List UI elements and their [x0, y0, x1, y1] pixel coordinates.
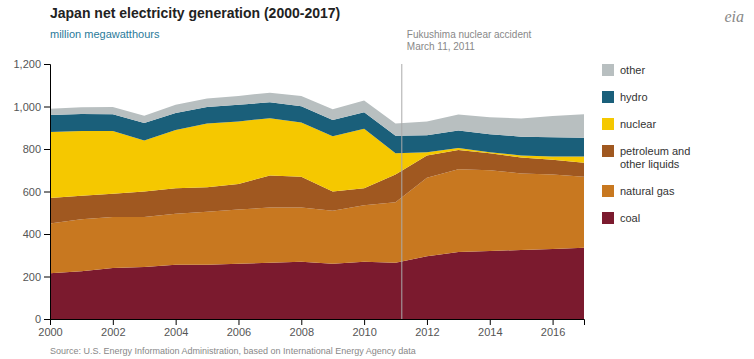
- text-line: other liquids: [620, 158, 680, 170]
- tick-label: 2014: [478, 326, 502, 338]
- tick: 2010: [352, 319, 376, 338]
- tick: 2004: [164, 319, 188, 338]
- x-axis: 2000 2002 2004 2006 2008 2010 2012 2014 2016: [38, 319, 584, 338]
- tick-label: 2000: [38, 326, 62, 338]
- tick-label: 200: [23, 271, 41, 283]
- tick-label: 2010: [352, 326, 376, 338]
- legend-swatch: [602, 118, 614, 130]
- tick-mark: [490, 319, 491, 325]
- text-line: natural gas: [620, 185, 675, 197]
- tick: 2000: [38, 319, 62, 338]
- tick: 0: [35, 313, 50, 325]
- legend-label: nuclear: [620, 118, 656, 130]
- tick-mark: [427, 319, 428, 325]
- tick-label: 1,200: [13, 58, 41, 70]
- text-line: other: [620, 64, 645, 76]
- legend-swatch: [602, 145, 614, 157]
- legend-label: petroleum andother liquids: [620, 145, 690, 170]
- tick: 1,200: [13, 58, 50, 70]
- tick: 400: [23, 228, 50, 240]
- text-line: coal: [620, 212, 640, 224]
- annotation: Fukushima nuclear accidentMarch 11, 2011: [407, 29, 532, 52]
- tick-mark: [44, 277, 50, 278]
- legend-swatch: [602, 64, 614, 76]
- legend-label: coal: [620, 212, 640, 224]
- tick-label: 2006: [227, 326, 251, 338]
- legend-label: other: [620, 64, 645, 76]
- tick: 800: [23, 143, 50, 155]
- text-line: hydro: [620, 91, 648, 103]
- tick-label: 2002: [101, 326, 125, 338]
- tick-label: 400: [23, 228, 41, 240]
- legend: other hydro nuclear petroleum andother liqu…: [602, 64, 690, 224]
- tick-label: 600: [23, 186, 41, 198]
- tick-mark: [44, 64, 50, 65]
- tick-label: 2016: [541, 326, 565, 338]
- tick-label: 2012: [415, 326, 439, 338]
- tick-label: 2008: [290, 326, 314, 338]
- source: Source: U.S. Energy Information Administ…: [50, 346, 416, 356]
- legend-label: natural gas: [620, 185, 675, 197]
- chart: Japan net electricity generation (2000-2…: [0, 0, 754, 359]
- logo: eia: [724, 8, 744, 25]
- tick-mark: [364, 319, 365, 325]
- tick-label: 800: [23, 143, 41, 155]
- y-axis: 0 200 400 600 800 1,000 1,200: [13, 58, 50, 325]
- tick-mark: [44, 149, 50, 150]
- tick: 1,000: [13, 101, 50, 113]
- tick-mark: [113, 319, 114, 325]
- tick: 2016: [541, 319, 565, 338]
- tick-mark: [301, 319, 302, 325]
- tick: 2014: [478, 319, 502, 338]
- tick: 200: [23, 271, 50, 283]
- marks: [50, 64, 584, 319]
- title: Japan net electricity generation (2000-2…: [50, 5, 340, 21]
- text-line: nuclear: [620, 118, 656, 130]
- tick-mark: [176, 319, 177, 325]
- text-line: petroleum and: [620, 145, 690, 157]
- axis-domain: [51, 320, 585, 326]
- text-line: March 11, 2011: [407, 41, 475, 52]
- tick-mark: [553, 319, 554, 325]
- tick-mark: [44, 234, 50, 235]
- legend-swatch: [602, 212, 614, 224]
- legend-swatch: [602, 185, 614, 197]
- annotation-line: [401, 64, 402, 319]
- tick: 2012: [415, 319, 439, 338]
- area: [50, 93, 584, 138]
- tick: 2006: [227, 319, 251, 338]
- tick-mark: [44, 319, 50, 320]
- tick-mark: [238, 319, 239, 325]
- tick: 2008: [290, 319, 314, 338]
- tick-label: 1,000: [13, 101, 41, 113]
- legend-label: hydro: [620, 91, 648, 103]
- plot-area: 2000200220042006200820102012201420160200…: [13, 58, 584, 338]
- tick-label: 2004: [164, 326, 188, 338]
- tick-mark: [44, 192, 50, 193]
- text-line: Fukushima nuclear accident: [407, 29, 532, 40]
- tick: 600: [23, 186, 50, 198]
- subtitle: million megawatthours: [50, 28, 160, 40]
- tick-mark: [44, 107, 50, 108]
- tick: 2002: [101, 319, 125, 338]
- legend-swatch: [602, 91, 614, 103]
- tick-label: 0: [35, 313, 41, 325]
- axis-domain: [44, 65, 51, 320]
